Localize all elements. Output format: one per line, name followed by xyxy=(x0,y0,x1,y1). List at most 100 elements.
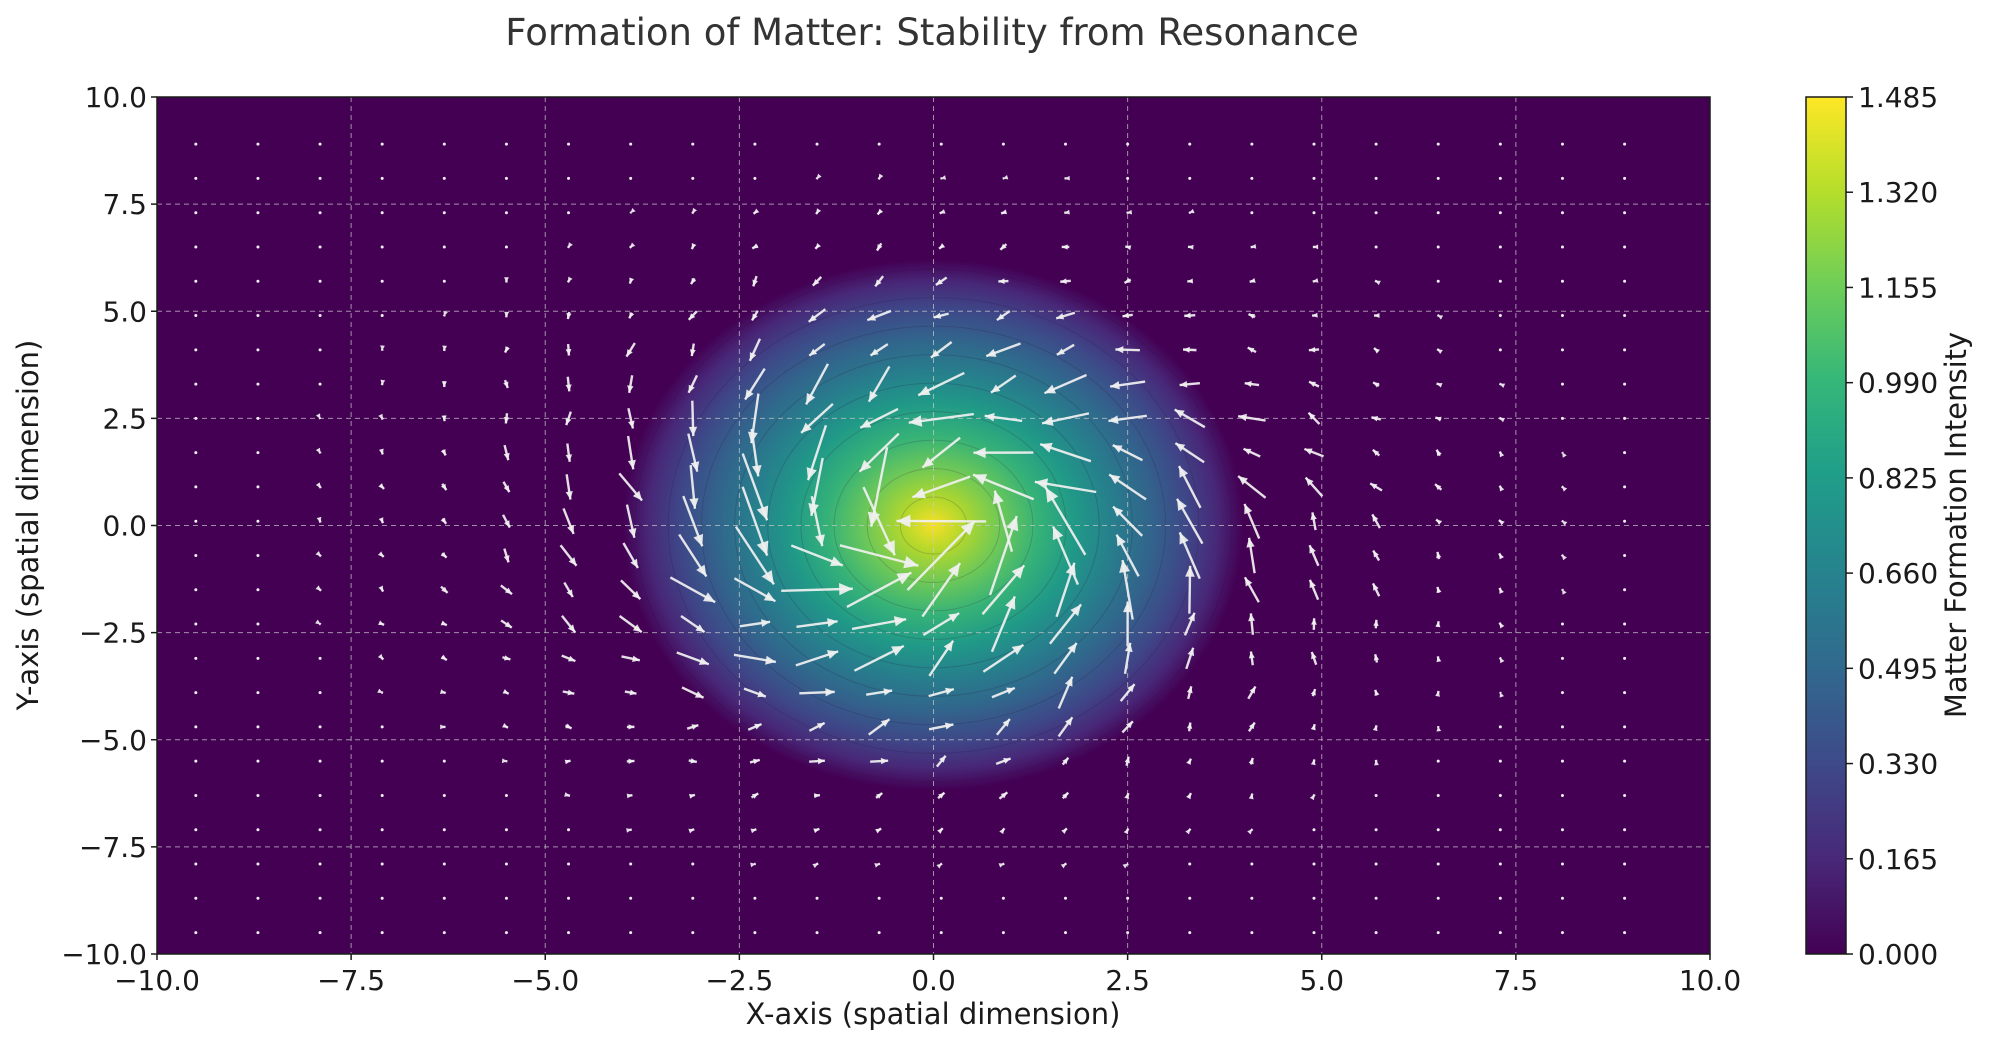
vector-arrow xyxy=(503,379,509,389)
vector-arrow xyxy=(875,827,882,834)
vector-arrow xyxy=(1436,931,1440,935)
vector-arrow xyxy=(750,310,759,322)
vector-arrow xyxy=(1372,725,1378,732)
vector-arrow xyxy=(1623,279,1627,283)
vector-arrow xyxy=(691,896,695,900)
vector-arrow xyxy=(1312,278,1319,283)
vector-arrow xyxy=(1237,413,1266,422)
vector-arrow xyxy=(874,275,885,288)
vector-arrow xyxy=(1623,211,1627,215)
vector-arrow xyxy=(442,896,446,900)
vector-arrow xyxy=(812,862,819,869)
vector-arrow xyxy=(629,896,633,900)
vector-arrow xyxy=(1498,279,1502,283)
vector-arrow xyxy=(1560,314,1564,318)
vector-arrow xyxy=(567,896,571,900)
vector-arrow xyxy=(1498,759,1502,763)
vector-arrow xyxy=(1498,450,1505,458)
vector-arrow xyxy=(1311,618,1317,630)
vector-arrow xyxy=(877,931,881,935)
vector-arrow xyxy=(1623,588,1627,592)
vector-arrow xyxy=(194,314,198,318)
vector-arrow xyxy=(1177,465,1202,509)
vector-arrow xyxy=(194,828,198,832)
vector-arrow xyxy=(1560,245,1564,249)
vector-arrow xyxy=(990,595,1016,653)
vector-arrow xyxy=(1560,691,1564,695)
vector-arrow xyxy=(1498,725,1502,729)
vector-arrow xyxy=(503,444,510,461)
y-tick-label: −10.0 xyxy=(61,938,147,971)
vector-arrow xyxy=(318,931,322,935)
x-tick-label: 7.5 xyxy=(1494,964,1539,997)
vector-arrow xyxy=(1371,415,1382,422)
vector-arrow xyxy=(1498,587,1504,594)
vector-arrow xyxy=(992,490,1014,553)
vector-arrow xyxy=(938,243,946,250)
vector-arrow xyxy=(1498,931,1502,935)
vector-arrow xyxy=(687,374,699,394)
vector-arrow xyxy=(807,308,827,323)
vector-arrow xyxy=(875,792,883,799)
vector-arrow xyxy=(1498,416,1506,423)
vector-arrow xyxy=(1560,896,1564,900)
vector-arrow xyxy=(1436,862,1440,866)
vector-arrow xyxy=(741,453,769,521)
vector-arrow xyxy=(752,208,760,215)
vector-arrow xyxy=(906,520,976,591)
vector-arrow xyxy=(1434,483,1443,491)
vector-arrow xyxy=(442,176,446,180)
vector-arrow xyxy=(565,376,572,392)
vector-arrow xyxy=(627,375,634,394)
vector-arrow xyxy=(1498,382,1506,388)
vector-arrow xyxy=(1623,828,1627,832)
vector-arrow xyxy=(1373,312,1380,318)
vector-arrow xyxy=(984,412,1023,423)
vector-arrow xyxy=(1560,931,1564,935)
vector-arrow xyxy=(1623,245,1627,249)
vector-arrow xyxy=(256,279,260,283)
vector-arrow xyxy=(1560,862,1564,866)
vector-arrow xyxy=(1560,485,1568,492)
vector-arrow xyxy=(1124,756,1130,767)
vector-arrow xyxy=(504,245,508,249)
vector-arrow xyxy=(691,142,695,146)
vector-arrow xyxy=(626,828,632,833)
vector-arrow xyxy=(256,348,260,352)
y-tick-label: 5.0 xyxy=(102,295,147,328)
vector-arrow xyxy=(380,345,385,351)
vector-arrow xyxy=(691,207,698,215)
vector-arrow xyxy=(1246,537,1256,574)
vector-arrow xyxy=(504,142,508,146)
vector-arrow xyxy=(1623,656,1627,660)
vector-arrow xyxy=(1436,793,1440,797)
vector-arrow xyxy=(502,723,509,729)
vector-arrow xyxy=(750,828,757,834)
vector-arrow xyxy=(1436,176,1440,180)
vector-arrow xyxy=(1623,691,1627,695)
vector-arrow xyxy=(194,759,198,763)
vector-arrow xyxy=(1188,208,1195,215)
vector-arrow xyxy=(1044,373,1087,395)
vector-arrow xyxy=(442,828,446,832)
vector-arrow xyxy=(1248,793,1254,800)
vector-arrow xyxy=(681,686,705,699)
vector-arrow xyxy=(318,245,322,249)
vector-arrow xyxy=(1560,279,1564,283)
vector-arrow xyxy=(1055,311,1076,320)
plot-area xyxy=(156,96,1711,955)
vector-arrow xyxy=(1560,416,1564,420)
vector-arrow xyxy=(1250,211,1254,215)
vector-arrow xyxy=(440,517,448,525)
vector-arrow xyxy=(256,656,260,660)
vector-arrow xyxy=(256,759,260,763)
vector-arrow xyxy=(1623,142,1627,146)
vector-arrow xyxy=(1188,862,1192,866)
vector-arrow xyxy=(256,828,260,832)
vector-arrow xyxy=(1436,314,1444,320)
colorbar-tick-label: 0.660 xyxy=(1858,557,1938,590)
vector-arrow xyxy=(972,473,1035,501)
vector-arrow xyxy=(796,618,838,629)
vector-arrow xyxy=(380,931,384,935)
vector-arrow xyxy=(1126,931,1130,935)
